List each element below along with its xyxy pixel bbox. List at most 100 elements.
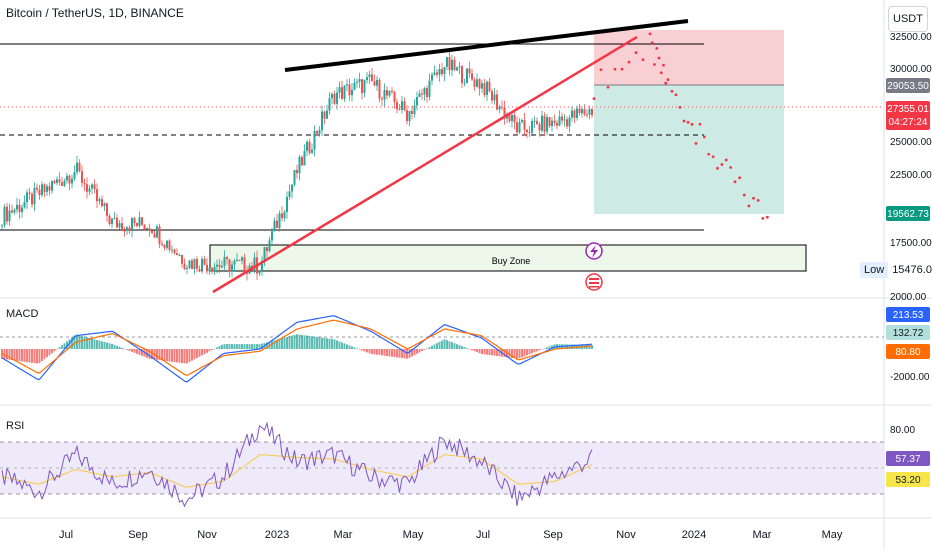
macd-hist-bar	[211, 349, 213, 351]
rsi-ma-badge	[886, 472, 930, 487]
stop-zone	[594, 85, 784, 214]
candle-body	[98, 199, 101, 202]
projection-dot	[729, 166, 733, 169]
macd-badge	[886, 307, 930, 322]
candle-body	[528, 132, 531, 134]
macd-hist-bar	[166, 349, 168, 362]
macd-hist-bar	[173, 349, 176, 363]
candle-body	[176, 253, 178, 256]
candle-body	[1, 225, 3, 227]
macd-hist-bar	[343, 343, 346, 349]
macd-hist-bar	[16, 349, 18, 361]
macd-hist-bar	[36, 349, 38, 364]
candle-body	[81, 171, 83, 183]
candle-body	[521, 120, 523, 123]
candle-body	[46, 186, 48, 192]
candle-body	[393, 91, 396, 103]
time-axis-label: 2024	[682, 529, 706, 541]
candle-body	[8, 210, 11, 222]
macd-value: 213.53	[893, 310, 924, 321]
candle-body	[453, 59, 456, 71]
macd-hist-bar	[273, 340, 276, 349]
candle-body	[78, 162, 81, 172]
projection-dot	[702, 135, 706, 139]
price-tick-partial: 32500.00	[890, 32, 932, 43]
time-axis-label: 2023	[265, 529, 289, 541]
macd-hist-bar	[471, 349, 473, 351]
macd-hist-bar	[338, 341, 341, 349]
candle-body	[163, 245, 166, 248]
candle-body	[88, 188, 91, 192]
candle-body	[31, 193, 33, 205]
macd-hist-bar	[286, 336, 288, 349]
target-price-badge	[886, 78, 930, 93]
price-tick: 17500.00	[890, 238, 932, 249]
lightning-event-icon[interactable]	[585, 242, 603, 260]
candle-body	[48, 186, 51, 191]
macd-hist-bar	[303, 335, 306, 349]
candle-body	[183, 263, 186, 269]
macd-hist-bar	[378, 349, 381, 356]
macd-hist-bar	[93, 339, 96, 349]
candle-body	[133, 218, 136, 224]
candle-body	[3, 206, 6, 226]
time-axis-label: Mar	[753, 529, 772, 541]
candle-body	[423, 88, 426, 95]
candle-body	[478, 79, 481, 89]
macd-hist-bar	[98, 340, 101, 349]
macd-hist-bar	[408, 349, 411, 358]
trendline-red	[212, 35, 638, 294]
macd-hist-bar	[38, 349, 41, 364]
macd-hist-bar	[26, 349, 28, 363]
candle-body	[348, 84, 351, 96]
projection-dot	[711, 155, 715, 159]
candle-body	[308, 141, 311, 153]
macd-hist-bar	[171, 349, 173, 362]
macd-hist-bar	[328, 338, 331, 349]
candle-body	[301, 156, 303, 166]
signal-line	[1, 319, 593, 377]
macd-hist-bar	[208, 349, 211, 352]
currency-button[interactable]: USDT	[888, 6, 928, 32]
projection-dot	[682, 119, 686, 123]
macd-hist-bar	[538, 349, 541, 351]
projection-dot	[678, 105, 682, 109]
macd-hist-bar	[566, 344, 568, 349]
macd-hist-bar	[81, 335, 83, 349]
macd-hist-bar	[138, 349, 141, 355]
candle-body	[151, 230, 153, 234]
macd-hist-bar	[58, 347, 61, 349]
candle-body	[383, 89, 386, 100]
price-tick: 25000.00	[890, 137, 932, 148]
candle-body	[523, 120, 526, 130]
candle-body	[501, 106, 503, 108]
candle-body	[283, 212, 286, 219]
candle-body	[28, 192, 31, 194]
macd-hist-bar	[311, 336, 313, 349]
candle-body	[226, 256, 228, 260]
candle-body	[511, 114, 513, 122]
projection-dot	[690, 122, 694, 126]
candle-body	[346, 84, 348, 86]
candle-body	[506, 115, 508, 119]
macd-hist-bar	[296, 334, 298, 349]
candle-body	[411, 110, 413, 114]
projection-group	[592, 32, 769, 220]
macd-hist-bar	[6, 349, 8, 360]
time-axis-label: Sep	[128, 529, 148, 541]
macd-hist-bar	[528, 349, 531, 355]
macd-hist-bar	[186, 349, 188, 364]
candle-body	[193, 259, 196, 269]
macd-hist-bar	[523, 349, 526, 357]
candle-body	[63, 180, 66, 186]
candle-body	[203, 258, 206, 265]
macd-hist-bar	[126, 349, 128, 350]
candle-body	[61, 182, 63, 186]
macd-hist-bar	[161, 349, 163, 361]
us-flag-event-icon[interactable]	[585, 273, 603, 291]
candle-body	[36, 187, 38, 190]
macd-hist-bar	[341, 342, 343, 349]
